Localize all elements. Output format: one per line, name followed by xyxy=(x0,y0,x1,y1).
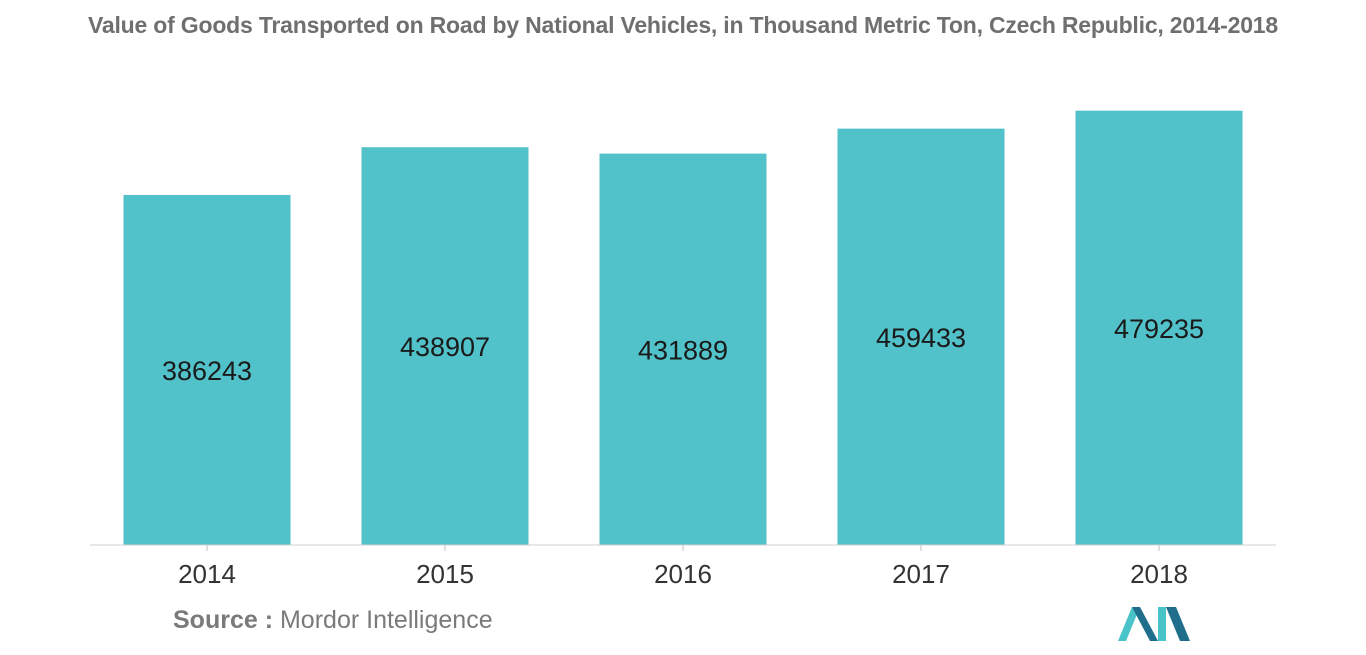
source-note: Source : Mordor Intelligence xyxy=(173,606,493,635)
bar-2016 xyxy=(599,153,767,546)
bar-2018 xyxy=(1075,110,1243,545)
logo-shape-far-right xyxy=(1166,607,1190,641)
value-label-2015: 438907 xyxy=(400,332,490,362)
logo-shape-left xyxy=(1118,607,1140,641)
source-text: Mordor Intelligence xyxy=(279,606,493,634)
value-labels-layer: 386243 438907 431889 459433 479235 xyxy=(162,314,1204,386)
bar-chart: 2014 2015 2016 2017 2018 386243 438907 431889 4… xyxy=(90,110,1276,589)
bar-2014 xyxy=(123,194,291,545)
x-axis-ticks: 2014 2015 2016 2017 2018 xyxy=(178,545,1188,589)
value-label-2017: 459433 xyxy=(876,323,966,353)
value-label-2018: 479235 xyxy=(1114,314,1204,344)
mordor-intelligence-logo-icon xyxy=(1118,607,1190,641)
logo-shape-right xyxy=(1158,607,1166,641)
x-tick-label-2015: 2015 xyxy=(416,559,474,589)
x-tick-label-2016: 2016 xyxy=(654,559,712,589)
source-label: Source : xyxy=(173,606,274,634)
x-tick-label-2018: 2018 xyxy=(1130,559,1188,589)
chart-title: Value of Goods Transported on Road by Na… xyxy=(88,12,1278,38)
x-tick-label-2017: 2017 xyxy=(892,559,950,589)
logo-shape-mid xyxy=(1132,607,1158,641)
x-tick-label-2014: 2014 xyxy=(178,559,236,589)
bar-2015 xyxy=(361,147,529,545)
value-label-2014: 386243 xyxy=(162,356,252,386)
value-label-2016: 431889 xyxy=(638,335,728,365)
bars-layer xyxy=(123,110,1243,546)
bar-2017 xyxy=(837,128,1005,545)
